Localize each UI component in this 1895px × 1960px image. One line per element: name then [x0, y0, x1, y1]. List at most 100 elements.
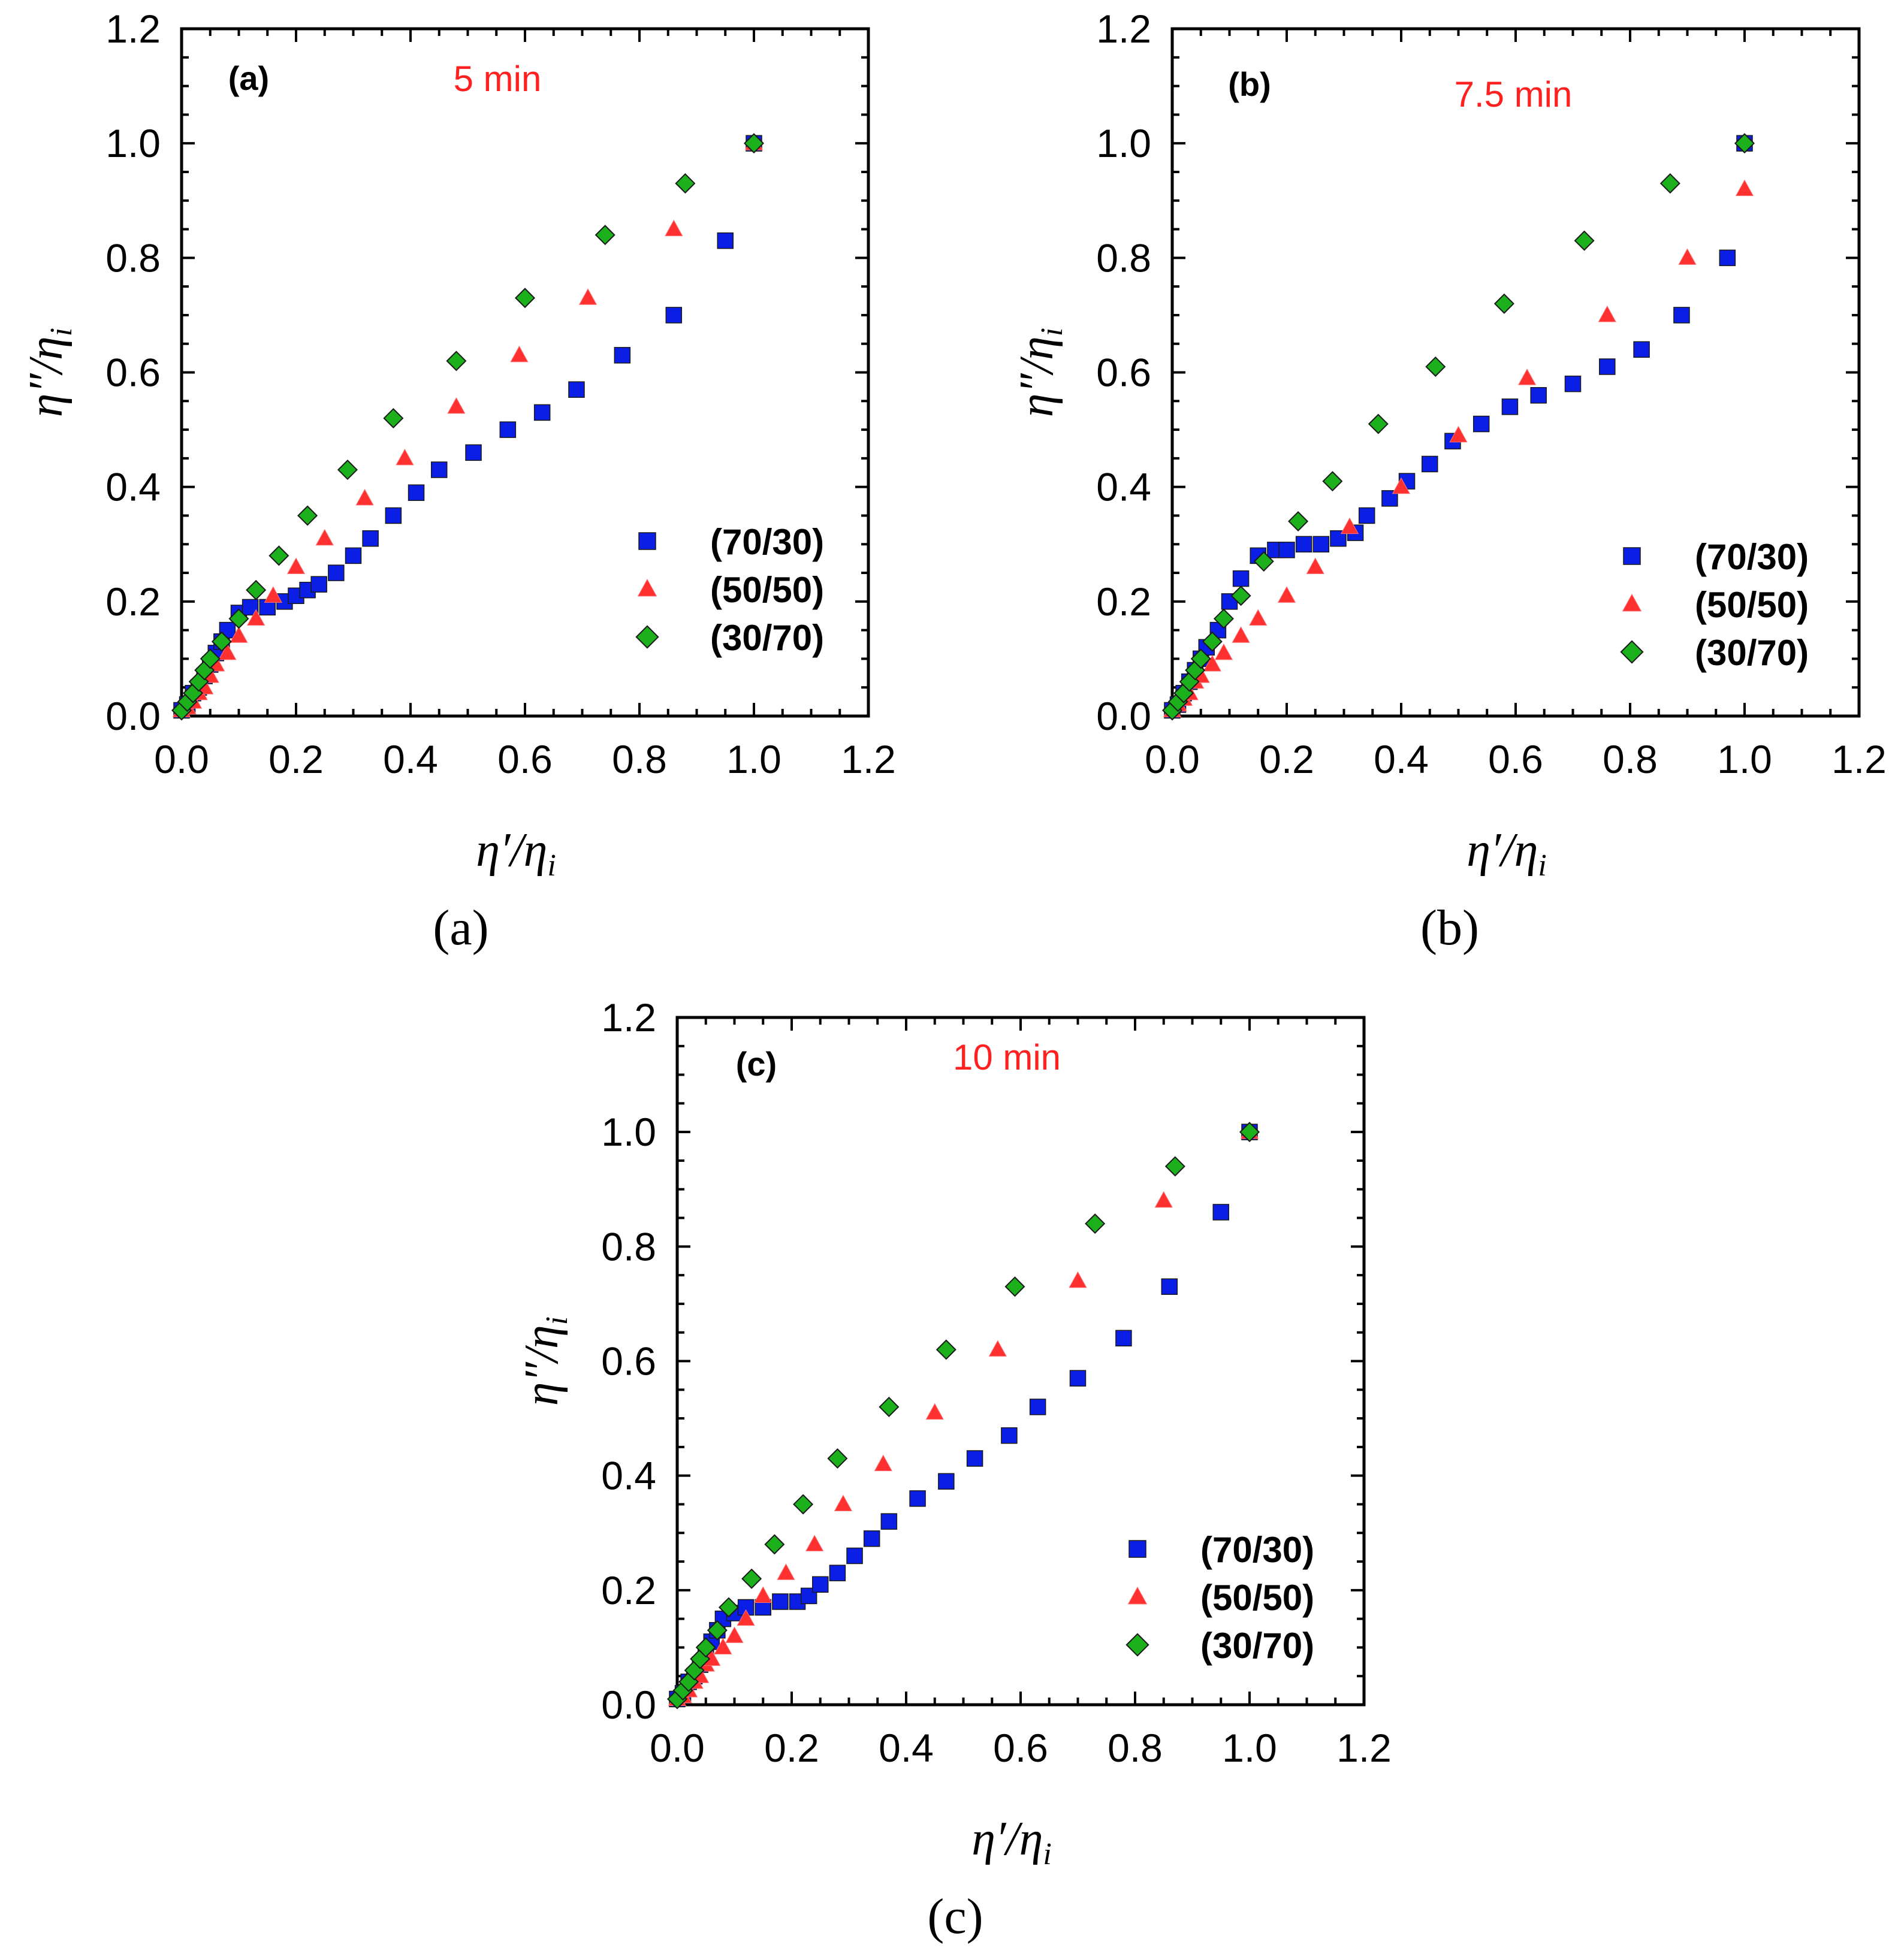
x-tick-label: 0.6: [1488, 737, 1543, 781]
series-diamond: [666, 1122, 1260, 1710]
data-point-diamond: [1493, 293, 1514, 314]
legend-marker-diamond: [1125, 1633, 1149, 1657]
data-point-triangle: [834, 1494, 853, 1512]
x-tick-label: 1.2: [1831, 737, 1887, 781]
data-point-triangle: [805, 1535, 824, 1551]
data-point-triangle: [714, 1638, 732, 1654]
data-point-square: [1001, 1427, 1018, 1444]
data-point-diamond: [793, 1494, 814, 1515]
data-point-triangle: [1306, 557, 1324, 575]
legend-marker-triangle: [637, 578, 657, 597]
data-point-triangle: [1069, 1271, 1087, 1288]
x-tick-label: 0.0: [1145, 737, 1200, 781]
y-tick-label: 0.8: [1096, 235, 1151, 280]
data-point-square: [812, 1576, 829, 1593]
y-tick-label: 0.6: [601, 1339, 656, 1384]
y-tick-label: 0.6: [105, 351, 161, 395]
data-point-diamond: [827, 1448, 848, 1469]
data-point-triangle: [1232, 626, 1250, 643]
y-tick-label: 0.8: [601, 1224, 656, 1269]
data-point-diamond: [1164, 1156, 1185, 1177]
data-point-diamond: [200, 648, 221, 669]
x-tick-label: 0.6: [497, 737, 553, 781]
data-point-diamond: [246, 579, 267, 600]
plot-frame: [180, 27, 870, 718]
data-point-square: [431, 461, 448, 478]
data-point-diamond: [211, 631, 232, 652]
x-axis-title: η′/ηi: [971, 1813, 1052, 1871]
x-tick-label: 0.6: [993, 1726, 1048, 1770]
data-point-triangle: [578, 288, 598, 305]
data-point-square: [863, 1530, 880, 1547]
data-point-square: [1212, 1204, 1229, 1221]
data-point-square: [1633, 341, 1650, 358]
data-point-diamond: [1734, 133, 1755, 154]
data-point-square: [1530, 386, 1547, 404]
data-point-square: [1312, 536, 1330, 552]
y-tick-label: 1.0: [1096, 121, 1151, 165]
data-point-triangle: [286, 557, 306, 575]
series-diamond: [171, 133, 765, 721]
data-point-square: [1673, 307, 1690, 324]
data-point-triangle: [218, 643, 237, 660]
data-point-diamond: [718, 1597, 739, 1618]
x-tick-label: 1.0: [1222, 1726, 1277, 1770]
legend-marker-triangle: [1622, 593, 1642, 612]
legend-label: (70/30): [1200, 1530, 1314, 1570]
data-point-square: [966, 1450, 983, 1467]
data-point-square: [846, 1547, 863, 1565]
x-axis-title: η′/ηi: [1466, 824, 1547, 883]
data-point-triangle: [737, 1609, 755, 1626]
chart-panel-2: 0.0 0.2 0.4 0.6 0.8 1.0 1.2 0.0 0.2 0.4 0.6 0.8 1.0 1…: [1010, 7, 1887, 883]
caption-a: (a): [433, 900, 489, 956]
y-tick-label: 0.4: [105, 465, 161, 509]
data-point-diamond: [1425, 356, 1446, 377]
data-point-triangle: [665, 219, 683, 237]
y-tick-label: 0.4: [601, 1454, 656, 1498]
data-point-square: [909, 1490, 926, 1507]
legend-marker-diamond: [1620, 640, 1644, 664]
x-tick-label: 0.8: [1603, 737, 1658, 781]
time-label: 10 min: [953, 1037, 1061, 1077]
data-point-square: [1358, 507, 1375, 524]
data-point-triangle: [1598, 305, 1616, 322]
data-point-square: [614, 347, 631, 364]
data-point-diamond: [675, 173, 696, 194]
data-point-square: [772, 1593, 789, 1610]
data-point-diamond: [228, 608, 249, 629]
y-tick-label: 0.0: [601, 1683, 656, 1727]
panel-label: (c): [736, 1045, 777, 1083]
x-tick-label: 0.4: [879, 1726, 934, 1770]
legend-marker-square: [638, 532, 656, 550]
x-tick-label: 0.2: [268, 737, 324, 781]
time-label: 7.5 min: [1455, 74, 1573, 114]
data-point-diamond: [595, 225, 615, 246]
data-point-triangle: [447, 397, 466, 414]
data-point-triangle: [264, 586, 282, 603]
y-tick-label: 1.0: [105, 121, 161, 165]
y-tick-label: 0.6: [1096, 351, 1151, 395]
data-point-diamond: [1230, 585, 1251, 606]
data-point-square: [1161, 1278, 1178, 1295]
data-point-square: [1029, 1399, 1046, 1415]
data-point-triangle: [1249, 609, 1268, 626]
legend-label: (30/70): [1695, 633, 1809, 673]
y-axis-title: η″/ηi: [1010, 328, 1069, 417]
data-point-diamond: [1659, 173, 1680, 194]
data-point-triangle: [1154, 1191, 1173, 1208]
data-point-triangle: [510, 345, 529, 363]
data-point-diamond: [1253, 551, 1274, 572]
data-point-diamond: [514, 288, 536, 309]
data-point-square: [568, 381, 585, 398]
legend: (70/30) (50/50) (30/70): [1620, 537, 1809, 673]
data-point-diamond: [1368, 413, 1389, 434]
legend-label: (50/50): [1200, 1578, 1314, 1618]
data-point-triangle: [396, 448, 414, 466]
legend-marker-square: [1623, 547, 1641, 565]
data-point-diamond: [936, 1339, 956, 1360]
x-tick-label: 0.2: [1259, 737, 1314, 781]
panel-label: (a): [228, 59, 269, 97]
x-tick-label: 0.8: [1108, 1726, 1163, 1770]
data-point-square: [1232, 570, 1250, 587]
